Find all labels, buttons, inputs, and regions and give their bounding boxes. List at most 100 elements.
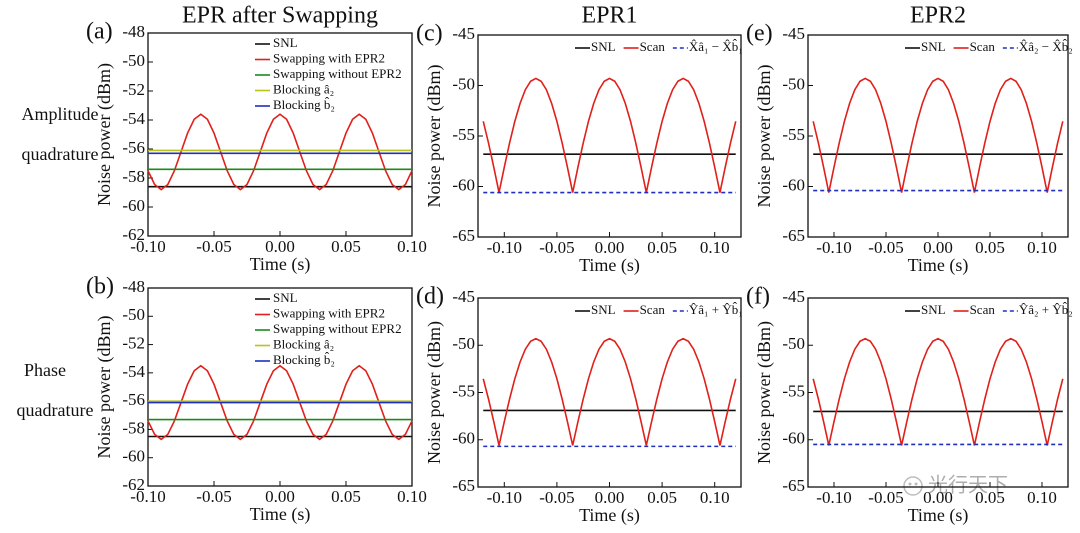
y-tick-label: -60 (452, 429, 475, 448)
legend: SNL Scan X̂â₁ − X̂b̂₁ (575, 39, 743, 54)
legend-label: Scan (640, 39, 666, 54)
legend-label: Ŷâ₁ + Ŷb̂₁ (689, 302, 743, 317)
y-tick-label: -50 (782, 74, 805, 93)
y-axis-label: Noise power (dBm) (94, 316, 115, 459)
x-tick-label: 0.10 (700, 238, 730, 257)
data-line (147, 364, 413, 441)
y-tick-label: -60 (122, 196, 145, 215)
panel: -0.10 -0.05 0.00 0.05 0.10 -65 -60 -55 -50 -45 Tim… (746, 3, 1073, 277)
y-tick-label: -48 (122, 22, 145, 41)
y-axis-label: Noise power (dBm) (424, 321, 445, 464)
legend-label: Swapping with EPR2 (273, 50, 385, 65)
legend-label: Blocking b̂₂ (273, 97, 335, 112)
x-tick-label: 0.00 (265, 237, 295, 256)
y-tick-label: -48 (122, 277, 145, 296)
y-tick-label: -65 (782, 476, 805, 495)
y-tick-label: -50 (122, 51, 145, 70)
x-tick-label: 0.05 (647, 488, 677, 507)
y-tick-label: -58 (122, 418, 145, 437)
y-tick-label: -45 (782, 287, 805, 306)
x-tick-label: 0.00 (923, 238, 953, 257)
y-tick-label: -50 (782, 334, 805, 353)
legend-label: Blocking â₂ (273, 336, 334, 351)
y-tick-label: -62 (122, 225, 145, 244)
y-tick-label: -56 (122, 138, 145, 157)
legend-label: Scan (640, 302, 666, 317)
y-tick-label: -45 (452, 287, 475, 306)
row-label: quadrature (22, 144, 99, 164)
data-line (812, 337, 1064, 446)
y-axis-label: Noise power (dBm) (424, 65, 445, 208)
panel-title: EPR1 (581, 3, 637, 29)
x-tick-label: -0.05 (868, 488, 903, 507)
y-axis-label: Noise power (dBm) (94, 63, 115, 206)
legend-label: Ŷâ₂ + Ŷb̂₂ (1019, 302, 1073, 317)
legend: SNL Scan Ŷâ₂ + Ŷb̂₂ (905, 302, 1073, 317)
x-axis-label: Time (s) (579, 255, 640, 276)
legend-label: Scan (970, 39, 996, 54)
x-tick-label: -0.10 (130, 237, 165, 256)
x-tick-label: -0.05 (539, 488, 574, 507)
y-tick-label: -58 (122, 167, 145, 186)
x-tick-label: -0.10 (487, 238, 522, 257)
legend-label: SNL (921, 39, 946, 54)
y-tick-label: -55 (782, 381, 805, 400)
panel-label: (d) (416, 284, 444, 310)
y-tick-label: -54 (122, 109, 145, 128)
legend-label: Scan (970, 302, 996, 317)
y-tick-label: -52 (122, 80, 145, 99)
panel: -0.10 -0.05 0.00 0.05 0.10 -65 -60 -55 -50 -45 Tim… (416, 3, 743, 277)
y-tick-label: -60 (782, 429, 805, 448)
legend-label: SNL (921, 302, 946, 317)
row-label: Amplitude (22, 104, 99, 124)
panel-label: (f) (746, 284, 770, 310)
y-tick-label: -60 (122, 447, 145, 466)
x-axis-label: Time (s) (579, 505, 640, 526)
data-line (812, 77, 1064, 193)
data-line (147, 113, 413, 191)
x-axis-label: Time (s) (250, 254, 311, 275)
y-tick-label: -45 (782, 24, 805, 43)
row-label: quadrature (17, 400, 94, 420)
panel: -0.10 -0.05 0.00 0.05 0.10 -62 -60 -58 -56 -54 -52… (86, 274, 427, 526)
y-tick-label: -65 (782, 226, 805, 245)
y-tick-label: -55 (452, 381, 475, 400)
legend-label: X̂â₁ − X̂b̂₁ (689, 39, 743, 54)
legend: SNL Scan Ŷâ₁ + Ŷb̂₁ (575, 302, 743, 317)
x-tick-label: 0.05 (331, 487, 361, 506)
y-tick-label: -60 (782, 175, 805, 194)
x-tick-label: -0.05 (196, 237, 231, 256)
panel-label: (c) (416, 21, 443, 47)
legend-label: SNL (273, 290, 298, 305)
x-tick-label: -0.10 (130, 487, 165, 506)
y-tick-label: -55 (452, 125, 475, 144)
x-tick-label: 0.05 (647, 238, 677, 257)
y-tick-label: -45 (452, 24, 475, 43)
x-tick-label: 0.05 (331, 237, 361, 256)
x-tick-label: -0.05 (868, 238, 903, 257)
x-axis-label: Time (s) (250, 504, 311, 525)
x-tick-label: -0.05 (539, 238, 574, 257)
panel-title: EPR after Swapping (182, 3, 378, 29)
x-axis-label: Time (s) (908, 255, 969, 276)
y-tick-label: -52 (122, 333, 145, 352)
data-line (482, 337, 737, 446)
x-tick-label: 0.05 (975, 488, 1005, 507)
y-axis-label: Noise power (dBm) (754, 65, 775, 208)
x-tick-label: 0.00 (923, 488, 953, 507)
x-tick-label: -0.10 (487, 488, 522, 507)
y-tick-label: -60 (452, 175, 475, 194)
y-axis-label: Noise power (dBm) (754, 321, 775, 464)
y-tick-label: -65 (452, 226, 475, 245)
panel-label: (e) (746, 21, 773, 47)
y-tick-label: -56 (122, 390, 145, 409)
x-tick-label: 0.05 (975, 238, 1005, 257)
y-tick-label: -50 (452, 74, 475, 93)
legend-label: Swapping without EPR2 (273, 321, 402, 336)
panel-title: EPR2 (910, 3, 966, 29)
legend-label: SNL (273, 35, 298, 50)
data-line (482, 77, 737, 193)
legend-label: SNL (591, 302, 616, 317)
